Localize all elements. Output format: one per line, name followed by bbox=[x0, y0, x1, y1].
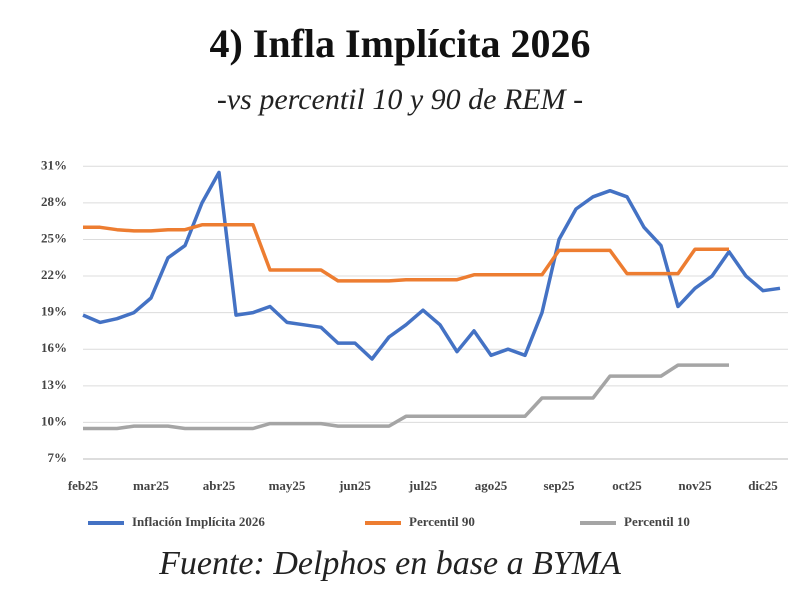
y-tick-label: 13% bbox=[41, 377, 67, 392]
x-tick-label: jul25 bbox=[408, 478, 438, 493]
x-tick-label: may25 bbox=[269, 478, 306, 493]
x-tick-label: sep25 bbox=[543, 478, 575, 493]
x-tick-label: abr25 bbox=[203, 478, 236, 493]
y-tick-label: 31% bbox=[41, 157, 67, 172]
chart-title: 4) Infla Implícita 2026 bbox=[209, 21, 590, 66]
y-tick-label: 22% bbox=[41, 267, 67, 282]
x-tick-label: jun25 bbox=[338, 478, 371, 493]
series-line bbox=[83, 363, 729, 431]
series-line bbox=[83, 223, 729, 283]
x-tick-label: ago25 bbox=[475, 478, 508, 493]
x-tick-label: nov25 bbox=[678, 478, 712, 493]
y-tick-label: 7% bbox=[48, 450, 68, 465]
x-tick-label: dic25 bbox=[748, 478, 778, 493]
x-tick-label: mar25 bbox=[133, 478, 170, 493]
y-tick-label: 19% bbox=[41, 304, 67, 319]
y-tick-label: 10% bbox=[41, 413, 67, 428]
y-tick-label: 16% bbox=[41, 340, 67, 355]
y-tick-label: 28% bbox=[41, 194, 67, 209]
x-tick-label: feb25 bbox=[68, 478, 99, 493]
source: Fuente: Delphos en base a BYMA bbox=[158, 545, 621, 582]
legend-label: Percentil 10 bbox=[624, 514, 690, 529]
legend-label: Percentil 90 bbox=[409, 514, 475, 529]
y-tick-label: 25% bbox=[41, 230, 67, 245]
legend-label: Inflación Implícita 2026 bbox=[132, 514, 265, 529]
chart-subtitle: -vs percentil 10 y 90 de REM - bbox=[217, 83, 583, 116]
series-line bbox=[82, 170, 781, 361]
x-tick-label: oct25 bbox=[612, 478, 642, 493]
